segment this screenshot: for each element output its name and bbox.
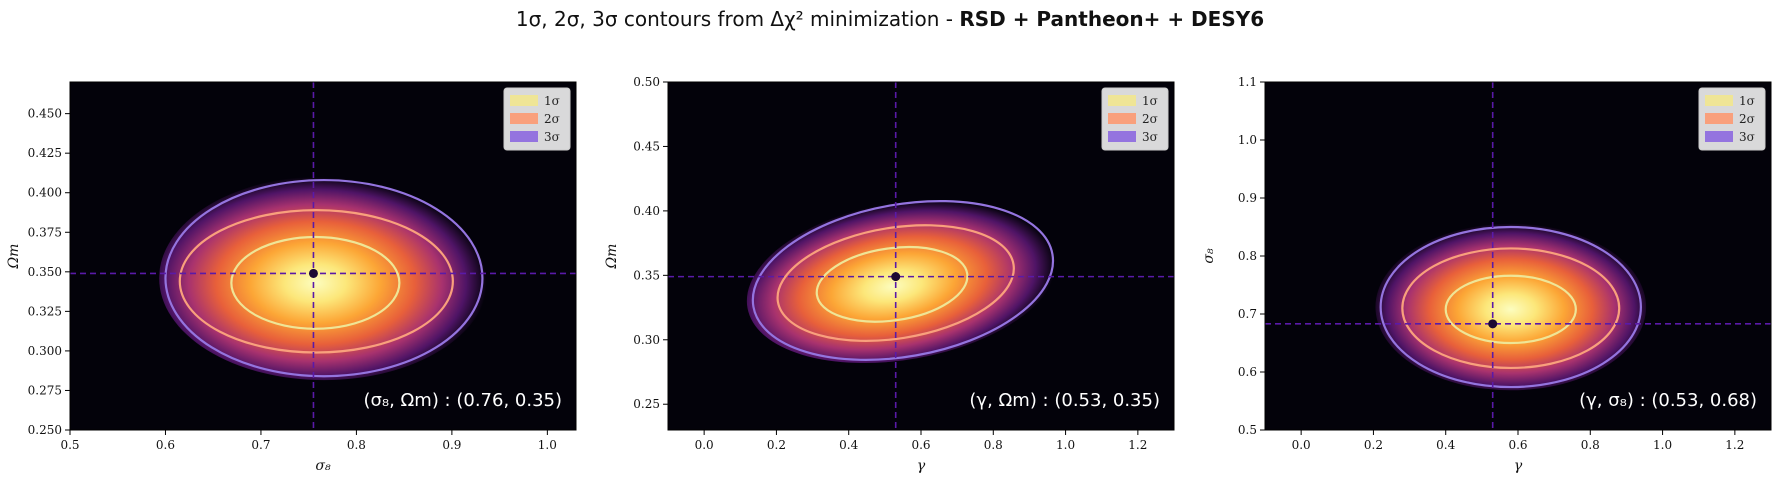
y-axis-label: σ₈ xyxy=(1201,248,1217,264)
y-tick-label: 0.250 xyxy=(28,423,62,437)
legend-swatch xyxy=(1705,95,1733,106)
figure-title-bold: RSD + Pantheon+ + DESY6 xyxy=(959,7,1264,31)
axes-frame xyxy=(69,81,577,431)
x-tick-label: 0.6 xyxy=(156,438,175,452)
legend-label: 2σ xyxy=(544,112,560,126)
x-tick-label: 1.0 xyxy=(1653,438,1672,452)
contour-1sigma xyxy=(1444,274,1577,345)
x-tick-label: 1.2 xyxy=(1725,438,1744,452)
y-tick-label: 1.1 xyxy=(1238,75,1257,89)
contour-2sigma xyxy=(776,224,1015,342)
legend-swatch xyxy=(1108,113,1136,124)
legend-swatch xyxy=(1705,113,1733,124)
legend-swatch xyxy=(510,113,538,124)
y-tick-label: 0.50 xyxy=(633,75,660,89)
x-tick-label: 1.0 xyxy=(1056,438,1075,452)
contour-panel-2: (γ, Ωm) : (0.53, 0.35) 1σ 2σ 3σ 0.0 0.2 0.4 0.6… xyxy=(604,75,1175,474)
y-tick-label: 0.7 xyxy=(1238,307,1257,321)
y-tick-label: 0.350 xyxy=(28,265,62,279)
legend-label: 1σ xyxy=(544,94,560,108)
bestfit-point xyxy=(1488,319,1498,329)
x-tick-label: 1.0 xyxy=(538,438,557,452)
contour-2sigma xyxy=(178,209,454,354)
x-tick-label: 0.6 xyxy=(1508,438,1527,452)
legend-label: 1σ xyxy=(1739,94,1755,108)
x-tick-label: 0.5 xyxy=(60,438,79,452)
x-tick-label: 0.4 xyxy=(839,438,858,452)
x-tick-label: 0.4 xyxy=(1436,438,1455,452)
legend-label: 3σ xyxy=(1142,130,1158,144)
bestfit-point xyxy=(308,268,318,278)
y-tick-label: 0.30 xyxy=(633,333,660,347)
density-glow xyxy=(1375,223,1647,391)
y-axis-label: Ωm xyxy=(604,244,620,270)
legend: 1σ 2σ 3σ xyxy=(1101,87,1169,151)
y-tick-label: 0.40 xyxy=(633,204,660,218)
x-tick-label: 0.2 xyxy=(1364,438,1383,452)
contour-3sigma xyxy=(1379,225,1642,389)
legend-swatch xyxy=(1705,131,1733,142)
legend-label: 1σ xyxy=(1142,94,1158,108)
bestfit-point xyxy=(891,272,901,282)
y-tick-label: 1.0 xyxy=(1238,133,1257,147)
legend-label: 2σ xyxy=(1739,112,1755,126)
x-tick-label: 0.7 xyxy=(251,438,270,452)
y-tick-label: 0.300 xyxy=(28,344,62,358)
figure-title-prefix: 1σ, 2σ, 3σ contours from Δχ² minimizatio… xyxy=(516,7,959,31)
legend-label: 2σ xyxy=(1142,112,1158,126)
bestfit-annotation: (γ, Ωm) : (0.53, 0.35) xyxy=(969,390,1160,411)
y-tick-label: 0.275 xyxy=(28,383,62,397)
legend-label: 3σ xyxy=(544,130,560,144)
plot-contents xyxy=(70,82,576,430)
legend-swatch xyxy=(1108,95,1136,106)
contour-1sigma xyxy=(815,245,969,323)
x-tick-label: 1.2 xyxy=(1128,438,1147,452)
x-axis-label: γ xyxy=(1514,458,1523,474)
y-tick-label: 0.5 xyxy=(1238,423,1257,437)
plot-contents xyxy=(1265,82,1771,430)
legend-swatch xyxy=(510,95,538,106)
x-tick-label: 0.8 xyxy=(984,438,1003,452)
x-axis-label: σ₈ xyxy=(315,458,331,474)
y-tick-label: 0.35 xyxy=(633,268,660,282)
x-tick-label: 0.0 xyxy=(695,438,714,452)
density-glow xyxy=(159,176,489,381)
contour-1sigma xyxy=(230,235,401,330)
panels: (σ₈, Ωm) : (0.76, 0.35) 1σ 2σ 3σ 0.5 0.6 0.7 0.… xyxy=(6,75,1772,474)
legend-swatch xyxy=(510,131,538,142)
contour-panel-1: (σ₈, Ωm) : (0.76, 0.35) 1σ 2σ 3σ 0.5 0.6 0.7 0.… xyxy=(6,81,577,474)
density-glow xyxy=(746,197,1060,364)
y-tick-label: 0.45 xyxy=(633,139,660,153)
legend: 1σ 2σ 3σ xyxy=(1698,87,1766,151)
x-tick-label: 0.6 xyxy=(911,438,930,452)
contour-panel-3: (γ, σ₈) : (0.53, 0.68) 1σ 2σ 3σ 0.0 0.2 0.4 0.6… xyxy=(1201,75,1772,474)
contour-3sigma xyxy=(164,178,484,378)
bestfit-annotation: (γ, σ₈) : (0.53, 0.68) xyxy=(1579,390,1757,411)
contour-3sigma xyxy=(751,199,1055,361)
x-tick-label: 0.2 xyxy=(767,438,786,452)
legend-label: 3σ xyxy=(1739,130,1755,144)
y-tick-label: 0.25 xyxy=(633,397,660,411)
x-axis-label: γ xyxy=(917,458,926,474)
y-tick-label: 0.325 xyxy=(28,304,62,318)
x-tick-label: 0.9 xyxy=(442,438,461,452)
y-tick-label: 0.400 xyxy=(28,186,62,200)
contour-2sigma xyxy=(1401,247,1621,370)
figure-title: 1σ, 2σ, 3σ contours from Δχ² minimizatio… xyxy=(516,7,1264,31)
bestfit-annotation: (σ₈, Ωm) : (0.76, 0.35) xyxy=(363,390,562,411)
y-tick-label: 0.450 xyxy=(28,107,62,121)
y-tick-label: 0.425 xyxy=(28,146,62,160)
x-tick-label: 0.8 xyxy=(1581,438,1600,452)
x-tick-label: 0.0 xyxy=(1292,438,1311,452)
y-tick-label: 0.8 xyxy=(1238,249,1257,263)
y-tick-label: 0.6 xyxy=(1238,365,1257,379)
y-axis-label: Ωm xyxy=(6,244,22,270)
y-tick-label: 0.9 xyxy=(1238,191,1257,205)
legend: 1σ 2σ 3σ xyxy=(503,87,571,151)
legend-swatch xyxy=(1108,131,1136,142)
y-tick-label: 0.375 xyxy=(28,225,62,239)
x-tick-label: 0.8 xyxy=(347,438,366,452)
plot-contents xyxy=(668,82,1174,430)
